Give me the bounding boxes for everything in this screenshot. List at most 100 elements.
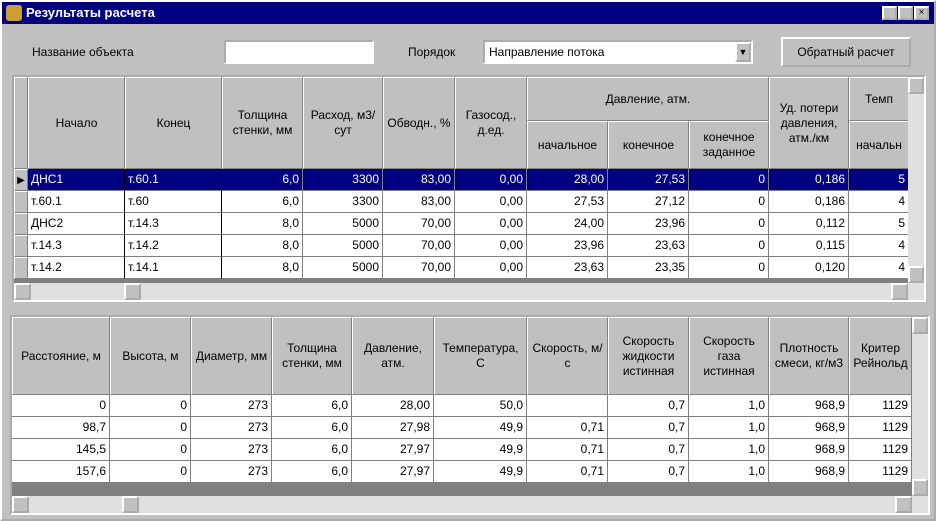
cell[interactable]: 24,00 — [527, 213, 608, 235]
cell[interactable]: т.14.3 — [125, 213, 222, 235]
cell[interactable]: 0,186 — [769, 191, 849, 213]
cell[interactable]: 1,0 — [689, 395, 769, 417]
cell[interactable]: 1,0 — [689, 417, 769, 439]
cell[interactable]: 27,97 — [352, 461, 434, 483]
order-select[interactable]: Направление потока — [483, 40, 753, 64]
cell[interactable]: 23,96 — [527, 235, 608, 257]
cell[interactable]: 6,0 — [272, 439, 352, 461]
cell[interactable]: 6,0 — [272, 417, 352, 439]
cell[interactable]: 0,71 — [527, 439, 608, 461]
cell[interactable]: 0,120 — [769, 257, 849, 279]
cell[interactable]: 8,0 — [222, 213, 303, 235]
cell[interactable]: 1129 — [849, 395, 912, 417]
cell[interactable]: ДНС2 — [28, 213, 125, 235]
reverse-calc-button[interactable]: Обратный расчет — [781, 37, 911, 67]
cell[interactable]: 0 — [689, 257, 769, 279]
scroll-right[interactable] — [891, 283, 908, 300]
cell[interactable]: 0,7 — [608, 461, 689, 483]
cell[interactable]: 6,0 — [222, 191, 303, 213]
cell[interactable]: 27,53 — [608, 169, 689, 191]
cell[interactable] — [527, 395, 608, 417]
cell[interactable]: 0 — [110, 439, 191, 461]
cell[interactable]: 1,0 — [689, 439, 769, 461]
cell[interactable]: 968,9 — [769, 461, 849, 483]
cell[interactable]: 0,112 — [769, 213, 849, 235]
cell[interactable]: 4 — [849, 257, 909, 279]
cell[interactable]: 70,00 — [383, 213, 455, 235]
cell[interactable]: 273 — [191, 439, 272, 461]
cell[interactable]: 23,35 — [608, 257, 689, 279]
cell[interactable]: 0 — [110, 417, 191, 439]
cell[interactable]: 1129 — [849, 417, 912, 439]
cell[interactable]: 4 — [849, 191, 909, 213]
cell[interactable]: 49,9 — [434, 439, 527, 461]
h-scrollbar[interactable] — [12, 496, 912, 513]
cell[interactable]: 28,00 — [352, 395, 434, 417]
cell[interactable]: 50,0 — [434, 395, 527, 417]
cell[interactable]: 0,115 — [769, 235, 849, 257]
cell[interactable]: 27,97 — [352, 439, 434, 461]
cell[interactable]: 49,9 — [434, 461, 527, 483]
cell[interactable]: 6,0 — [222, 169, 303, 191]
cell[interactable]: т.60 — [125, 191, 222, 213]
cell[interactable]: 968,9 — [769, 417, 849, 439]
cell[interactable]: 0 — [12, 395, 110, 417]
cell[interactable]: т.60.1 — [28, 191, 125, 213]
cell[interactable]: 49,9 — [434, 417, 527, 439]
scroll-down[interactable] — [912, 479, 928, 496]
scroll-left[interactable] — [12, 496, 29, 513]
cell[interactable]: 8,0 — [222, 257, 303, 279]
cell[interactable]: 70,00 — [383, 257, 455, 279]
scroll-thumb[interactable] — [122, 496, 139, 513]
cell[interactable]: 23,63 — [527, 257, 608, 279]
cell[interactable]: 273 — [191, 395, 272, 417]
cell[interactable]: 1129 — [849, 439, 912, 461]
h-scrollbar[interactable] — [14, 283, 908, 300]
cell[interactable]: 0 — [689, 169, 769, 191]
cell[interactable]: 5000 — [303, 213, 383, 235]
cell[interactable]: 83,00 — [383, 191, 455, 213]
scroll-up[interactable] — [908, 77, 924, 94]
dropdown-arrow[interactable]: ▼ — [735, 42, 751, 62]
cell[interactable]: 0 — [689, 235, 769, 257]
v-scrollbar[interactable] — [912, 317, 928, 513]
cell[interactable]: 0 — [110, 461, 191, 483]
maximize-button[interactable] — [898, 6, 913, 20]
cell[interactable]: 27,53 — [527, 191, 608, 213]
cell[interactable]: 28,00 — [527, 169, 608, 191]
cell[interactable]: 0,00 — [455, 191, 527, 213]
scroll-right[interactable] — [895, 496, 912, 513]
cell[interactable]: 3300 — [303, 169, 383, 191]
cell[interactable]: 8,0 — [222, 235, 303, 257]
cell[interactable]: 0 — [689, 213, 769, 235]
cell[interactable]: 145,5 — [12, 439, 110, 461]
cell[interactable]: 0,71 — [527, 461, 608, 483]
cell[interactable]: 98,7 — [12, 417, 110, 439]
cell[interactable]: 5 — [849, 169, 909, 191]
cell[interactable]: 23,96 — [608, 213, 689, 235]
cell[interactable]: 70,00 — [383, 235, 455, 257]
scroll-thumb[interactable] — [124, 283, 141, 300]
cell[interactable]: 27,12 — [608, 191, 689, 213]
cell[interactable]: 23,63 — [608, 235, 689, 257]
cell[interactable]: 273 — [191, 417, 272, 439]
cell[interactable]: ДНС1 — [28, 169, 125, 191]
cell[interactable]: 0,186 — [769, 169, 849, 191]
scroll-left[interactable] — [14, 283, 31, 300]
cell[interactable]: 83,00 — [383, 169, 455, 191]
cell[interactable]: 0,7 — [608, 395, 689, 417]
cell[interactable]: 6,0 — [272, 461, 352, 483]
cell[interactable]: т.14.2 — [125, 235, 222, 257]
cell[interactable]: 5 — [849, 213, 909, 235]
cell[interactable]: 0 — [110, 395, 191, 417]
cell[interactable]: 0,00 — [455, 213, 527, 235]
cell[interactable]: 3300 — [303, 191, 383, 213]
cell[interactable]: 5000 — [303, 257, 383, 279]
cell[interactable]: 4 — [849, 235, 909, 257]
minimize-button[interactable] — [882, 6, 897, 20]
cell[interactable]: 6,0 — [272, 395, 352, 417]
cell[interactable]: 968,9 — [769, 439, 849, 461]
scroll-up[interactable] — [912, 317, 928, 334]
cell[interactable]: 1129 — [849, 461, 912, 483]
cell[interactable]: т.60.1 — [125, 169, 222, 191]
